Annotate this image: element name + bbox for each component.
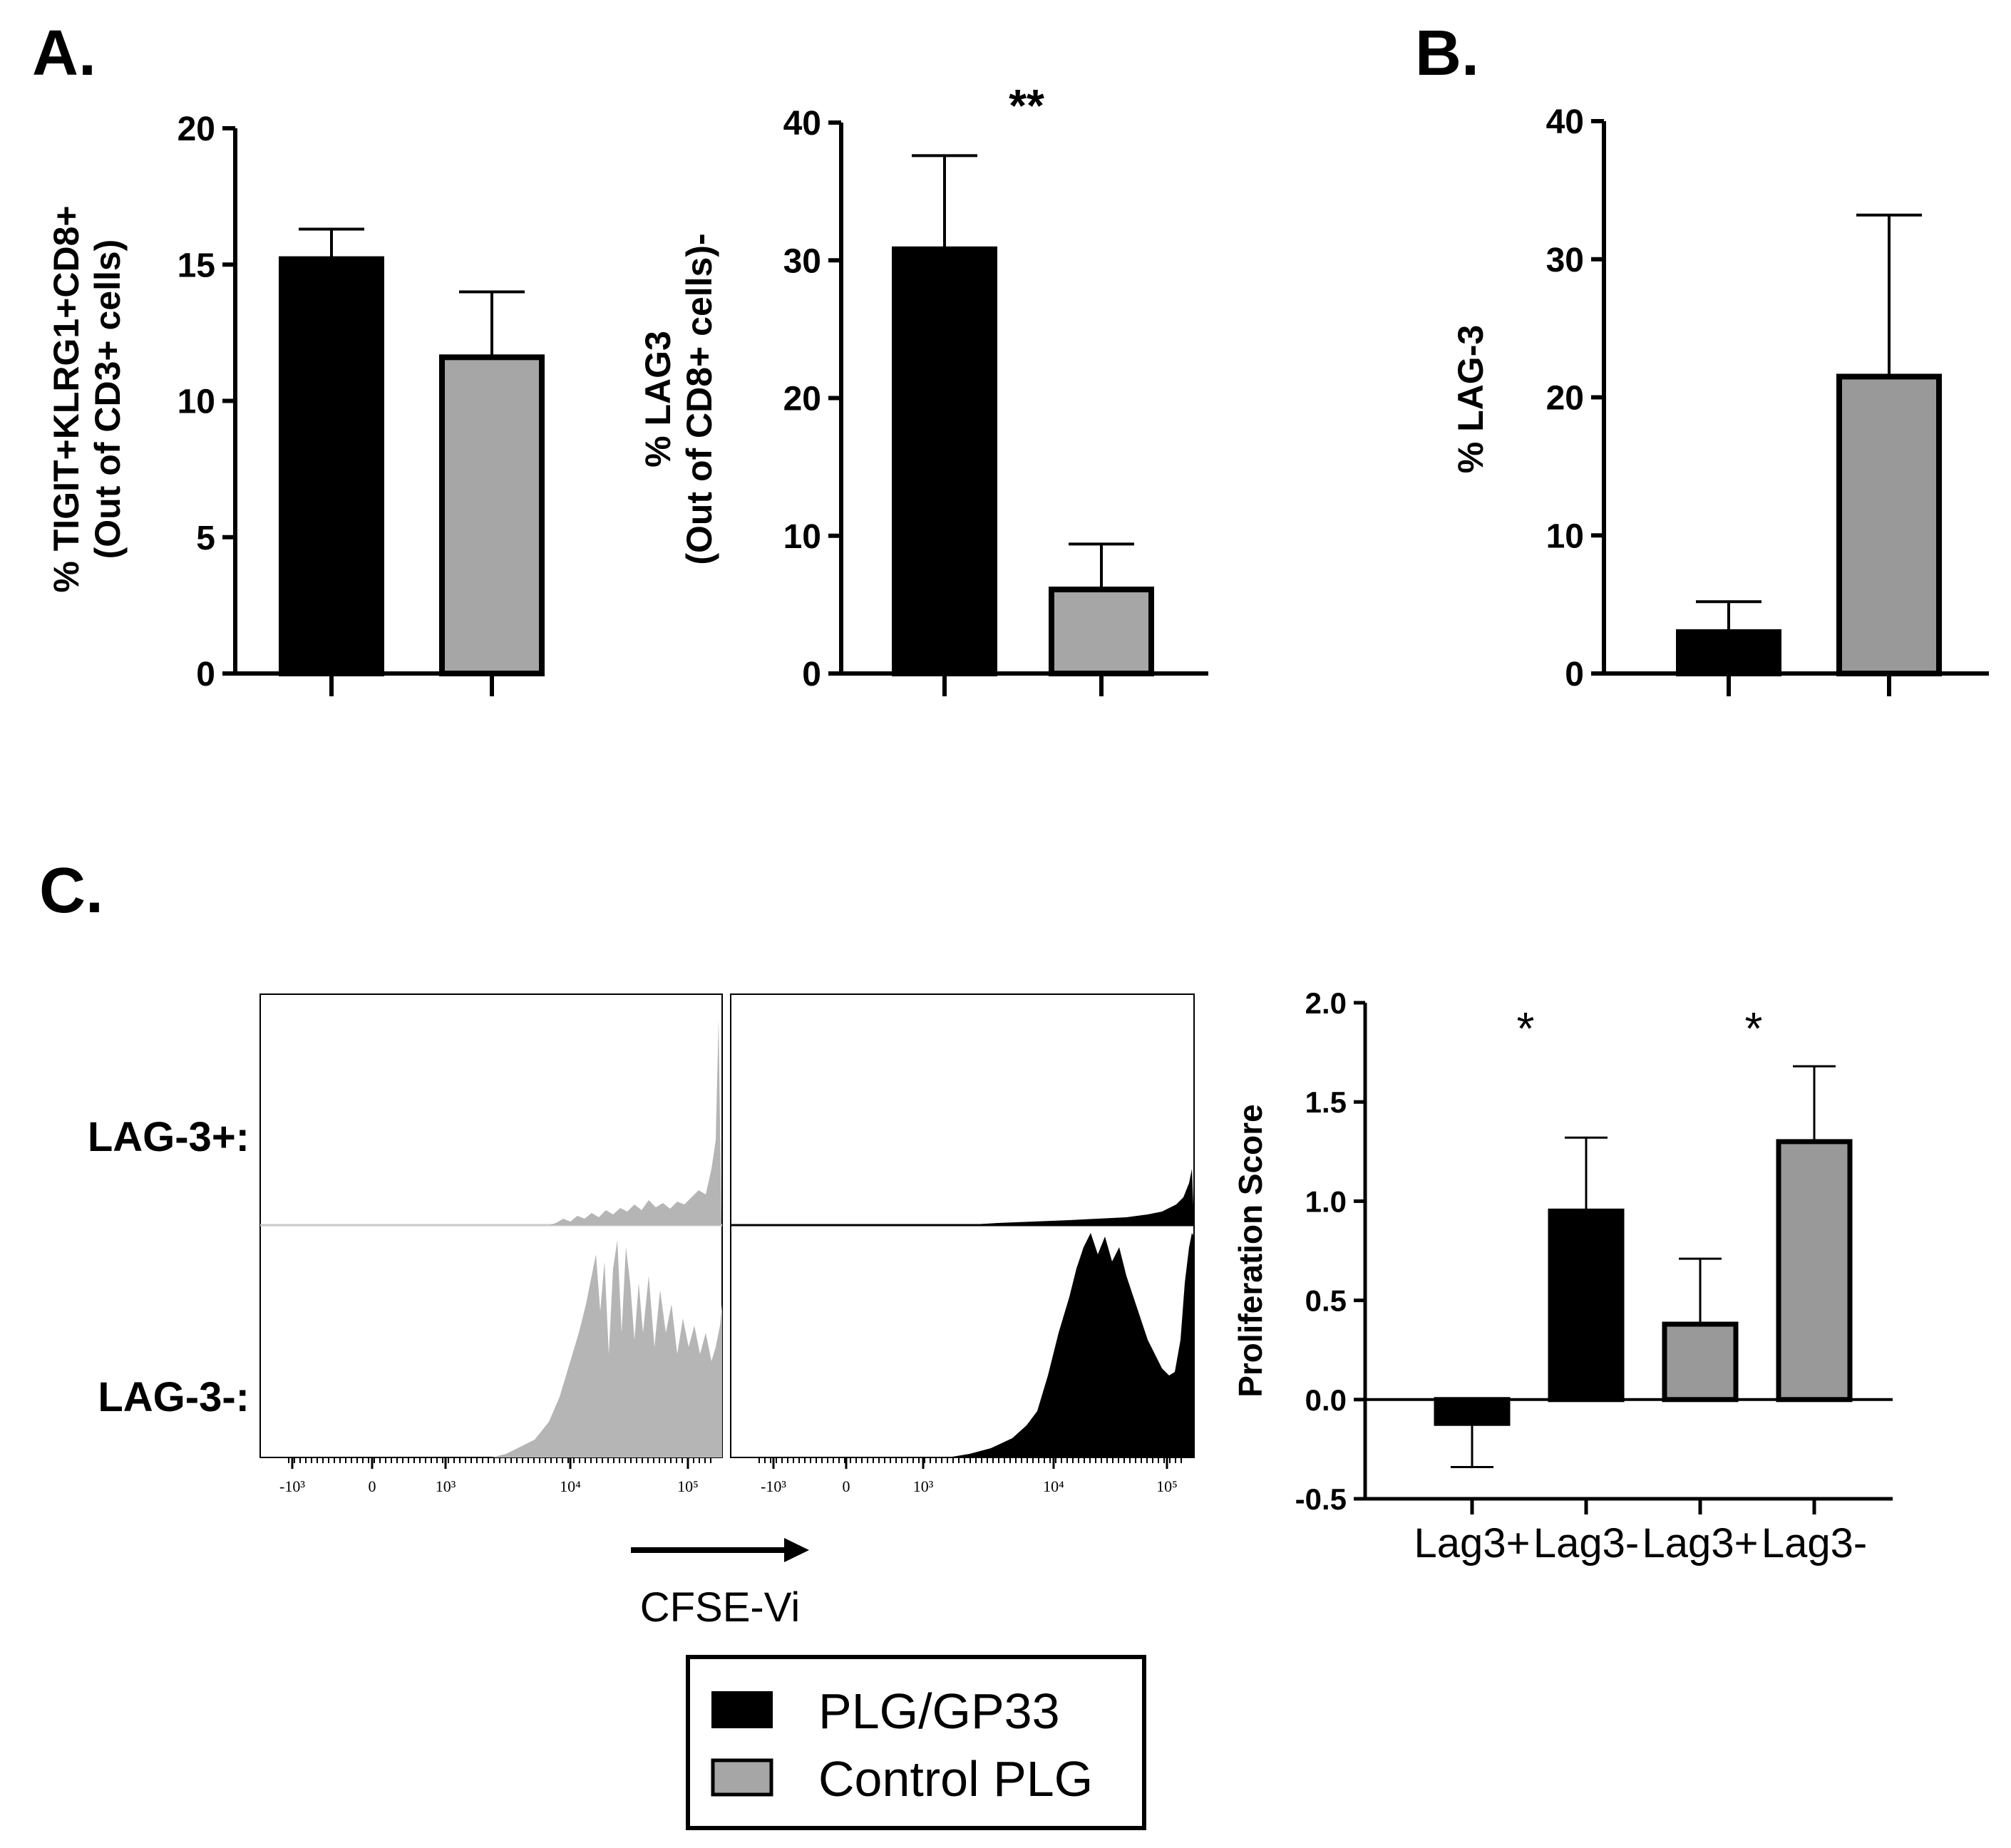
y-tick-label: 40	[1546, 103, 1584, 141]
x-category-label: Lag3+	[1414, 1520, 1531, 1566]
y-tick-label: 15	[178, 247, 215, 284]
y-tick-label: 10	[783, 518, 821, 556]
chart-a2-lag3: 0 10 20 30 40 % LAG3(Out of CD8+ cells)- **	[638, 80, 1208, 696]
flow-tick-label: 0	[369, 1477, 376, 1495]
y-axis-label-line2: (Out of CD8+ cells)-	[679, 233, 719, 564]
panel-label-c: C.	[39, 855, 103, 926]
x-category-label: Lag3-	[1533, 1520, 1639, 1566]
cfse-arrow-head	[784, 1538, 809, 1562]
histogram-left-lag3neg	[492, 1240, 722, 1457]
legend-swatch-plg-gp33	[711, 1691, 773, 1728]
legend: PLG/GP33 Control PLG	[686, 1655, 1146, 1830]
bar	[892, 246, 997, 677]
chart-a1-tigit: 0 5 10 15 20 % TIGIT+KLRG1+CD8+(Out of CD3+ c…	[46, 110, 545, 696]
y-axis-label-line1: % LAG3	[638, 331, 678, 468]
bar	[1776, 1139, 1853, 1403]
bar	[279, 256, 384, 677]
y-axis-label: Proliferation Score	[1232, 1104, 1269, 1398]
y-tick-label: 1.5	[1305, 1085, 1347, 1119]
flow-row-label-lag3pos: LAG-3+:	[88, 1114, 250, 1160]
x-category-label: Lag3-	[1761, 1520, 1867, 1566]
x-category-label: Lag3+	[1642, 1520, 1759, 1566]
y-tick-label: 1.0	[1305, 1184, 1347, 1218]
y-tick-label: -0.5	[1295, 1482, 1347, 1516]
flow-tick-label: -10³	[761, 1477, 786, 1495]
y-tick-label: 5	[196, 520, 215, 557]
flow-tick-label: -10³	[279, 1477, 305, 1495]
y-tick-label: 10	[1546, 517, 1584, 555]
y-tick-label: 2.0	[1305, 986, 1347, 1020]
flow-tick-label: 10⁵	[1156, 1477, 1178, 1495]
y-tick-label: 20	[783, 381, 821, 418]
flow-tick-marks: -10³ 0 10³ 10⁴ 10⁵ -10³ 0 10³ 10⁴ 10⁵	[279, 1457, 1182, 1495]
y-tick-label: 30	[783, 242, 821, 280]
significance-mark: **	[1009, 80, 1044, 131]
flow-row-label-lag3neg: LAG-3-:	[98, 1374, 250, 1420]
histogram-right-lag3pos	[962, 1169, 1194, 1225]
flow-tick-label: 10³	[913, 1477, 934, 1495]
flow-tick-label: 10³	[436, 1477, 456, 1495]
y-axis-label: % TIGIT+KLRG1+CD8+(Out of CD3+ cells)	[46, 205, 128, 592]
panel-label-a: A.	[32, 18, 96, 89]
panel-label-b: B.	[1415, 18, 1479, 89]
flow-tick-label: 10⁴	[560, 1477, 581, 1495]
legend-label-control-plg: Control PLG	[818, 1751, 1093, 1807]
legend-frame	[686, 1655, 1146, 1830]
y-tick-label: 30	[1546, 242, 1584, 279]
legend-swatch-control-plg	[711, 1758, 773, 1797]
bar	[1548, 1208, 1625, 1403]
bar	[439, 354, 545, 676]
flow-tick-label: 0	[843, 1477, 850, 1495]
y-tick-label: 0	[196, 656, 215, 693]
y-axis-label-line1: % TIGIT+KLRG1+CD8+	[46, 205, 86, 592]
flow-histograms: -10³ 0 10³ 10⁴ 10⁵ -10³ 0 10³ 10⁴ 10⁵ LAG-3+: LAG…	[88, 993, 1195, 1631]
cfse-axis-label: CFSE-Vi	[640, 1584, 801, 1631]
bar	[1434, 1397, 1511, 1426]
legend-label-plg-gp33: PLG/GP33	[818, 1683, 1060, 1739]
significance-mark: *	[1517, 1003, 1535, 1054]
y-tick-label: 0	[1565, 656, 1584, 693]
bar	[1836, 373, 1942, 676]
y-tick-label: 10	[178, 383, 215, 421]
y-tick-label: 0.5	[1305, 1284, 1347, 1318]
flow-tick-label: 10⁵	[677, 1477, 699, 1495]
histogram-left-lag3pos	[549, 1019, 721, 1225]
y-axis-label-line2: (Out of CD3+ cells)	[88, 239, 128, 559]
bar	[1676, 629, 1781, 676]
y-tick-label: 0.0	[1305, 1383, 1347, 1417]
y-tick-label: 20	[1546, 380, 1584, 418]
flow-tick-label: 10⁴	[1043, 1477, 1064, 1495]
bar	[1662, 1321, 1739, 1403]
y-tick-label: 40	[783, 105, 821, 143]
y-tick-label: 0	[802, 656, 821, 693]
histogram-right-lag3neg	[948, 1233, 1194, 1457]
bar	[1049, 587, 1154, 676]
chart-b-lag3: 0 10 20 30 40 % LAG-3	[1451, 103, 1989, 696]
significance-mark: *	[1745, 1003, 1763, 1054]
y-axis-label-line1: % LAG-3	[1451, 325, 1491, 473]
y-axis-label: % LAG3(Out of CD8+ cells)-	[638, 233, 719, 564]
y-axis-label: % LAG-3	[1451, 325, 1491, 473]
y-tick-label: 20	[178, 110, 215, 148]
